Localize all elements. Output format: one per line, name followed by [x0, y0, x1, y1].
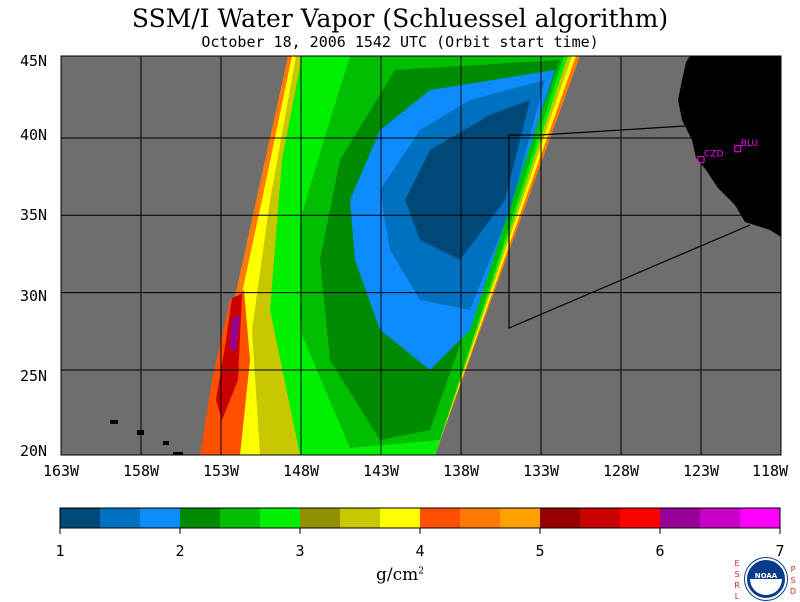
lat-label-40n: 40N [20, 126, 48, 144]
colorbar-unit-label: g/cm2 [370, 565, 430, 585]
island [110, 420, 118, 424]
colorbar-swatch [660, 508, 701, 528]
colorbar-swatch [620, 508, 661, 528]
colorbar-swatch [380, 508, 421, 528]
unit-superscript: 2 [418, 566, 424, 577]
emblem-wave [750, 579, 782, 595]
logo-letter: D [789, 587, 797, 596]
station-marker-czd [697, 156, 705, 164]
logo-letter: S [790, 576, 796, 585]
station-label-blu: BLU [741, 139, 758, 149]
land-north-america [678, 56, 781, 237]
colorbar-tick-7: 7 [775, 542, 785, 560]
swath-band-magenta-edge [230, 316, 240, 350]
lon-label-133w: 133W [522, 462, 560, 480]
colorbar-tick-4: 4 [415, 542, 425, 560]
logo-letter: L [734, 592, 740, 601]
chart-subtitle: October 18, 2006 1542 UTC (Orbit start t… [201, 33, 599, 51]
colorbar [59, 507, 781, 534]
colorbar-swatch [260, 508, 301, 528]
colorbar-swatch [540, 508, 581, 528]
lon-label-158w: 158W [122, 462, 160, 480]
lon-label-118w: 118W [751, 462, 789, 480]
colorbar-tick-5: 5 [535, 542, 545, 560]
colorbar-swatch [220, 508, 261, 528]
noaa-logo: E S R L NOAA P S D [733, 556, 797, 602]
colorbar-swatch [580, 508, 621, 528]
lon-label-148w: 148W [282, 462, 320, 480]
lon-label-163w: 163W [42, 462, 80, 480]
colorbar-swatch [500, 508, 541, 528]
swath-band-blue-dark [405, 100, 530, 260]
lat-label-20n: 20N [20, 442, 48, 460]
stations: CZD BLU [697, 139, 758, 164]
chart-title: SSM/I Water Vapor (Schluessel algorithm) [131, 4, 669, 33]
logo-letter: E [734, 559, 740, 568]
island [163, 441, 169, 445]
colorbar-swatch [100, 508, 141, 528]
colorbar-tick-1: 1 [55, 542, 65, 560]
colorbar-swatch [420, 508, 461, 528]
map-frame [60, 55, 782, 456]
emblem-text: NOAA [754, 572, 778, 580]
colorbar-tick-3: 3 [295, 542, 305, 560]
lon-label-153w: 153W [202, 462, 240, 480]
lat-label-45n: 45N [20, 52, 48, 70]
lat-label-35n: 35N [20, 206, 48, 224]
logo-letter: S [734, 570, 740, 579]
colorbar-swatch [180, 508, 221, 528]
logo-letter: R [734, 581, 740, 590]
station-marker-blu [734, 145, 742, 153]
station-label-czd: CZD [704, 150, 723, 160]
colorbar-swatch [340, 508, 381, 528]
colorbar-swatch [740, 508, 781, 528]
colorbar-swatch [700, 508, 741, 528]
colorbar-swatch [140, 508, 181, 528]
colorbar-swatch [60, 508, 101, 528]
colorbar-swatch [460, 508, 501, 528]
lat-label-25n: 25N [20, 367, 48, 385]
colorbar-tick-2: 2 [175, 542, 185, 560]
esrl-letters: E S R L [733, 558, 741, 602]
island [173, 452, 183, 455]
lat-label-30n: 30N [20, 287, 48, 305]
swath-boundary-line [508, 125, 751, 329]
colorbar-tick-6: 6 [655, 542, 665, 560]
graticule [61, 56, 781, 455]
noaa-emblem: NOAA [745, 558, 787, 600]
unit-text: g/cm [376, 565, 419, 585]
lon-label-123w: 123W [682, 462, 720, 480]
lon-label-138w: 138W [442, 462, 480, 480]
colorbar-swatch [300, 508, 341, 528]
lon-label-128w: 128W [602, 462, 640, 480]
logo-letter: P [790, 565, 796, 574]
psd-letters: P S D [789, 564, 797, 597]
lon-label-143w: 143W [362, 462, 400, 480]
